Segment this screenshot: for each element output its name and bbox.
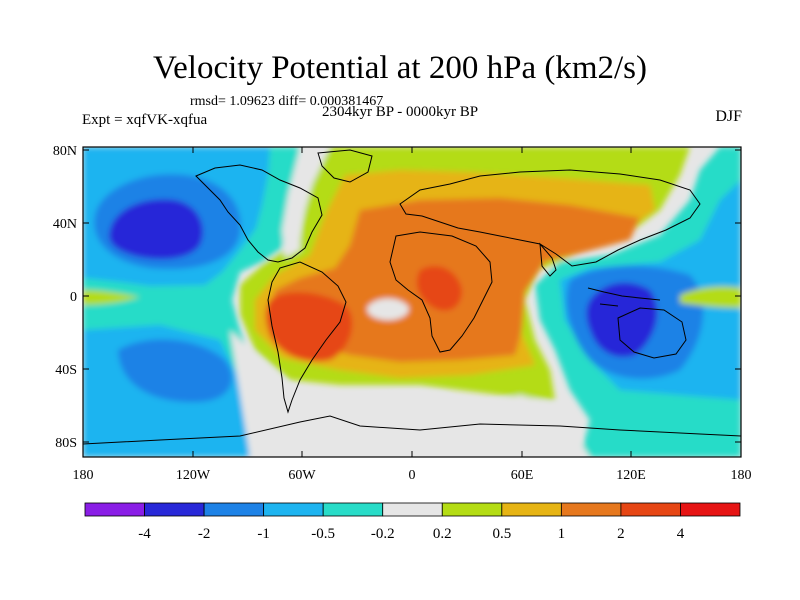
season-label: DJF [715,108,742,125]
colorbar-labels: -4 -2 -1 -0.5 -0.2 0.2 0.5 1 2 4 [138,526,684,542]
colorbar-label: 2 [617,526,625,542]
field-neutral-atlantic [367,298,409,320]
field-neutral-wedge [282,147,330,258]
colorbar: -4 -2 -1 -0.5 -0.2 0.2 0.5 1 2 4 [84,502,741,542]
lon-label-120e: 120E [616,468,646,483]
coast-indonesia [587,287,661,307]
lon-label-60e: 60E [511,468,534,483]
colorbar-label: -4 [138,526,151,542]
lon-label-0: 0 [409,468,416,483]
colorbar-label: 0.2 [433,526,452,542]
lon-label-180e: 180 [731,468,752,483]
colorbar-box [263,502,324,517]
colorbar-box [620,502,681,517]
lat-label-0: 0 [70,290,77,305]
coastlines [83,149,741,445]
lat-label-80n: 80N [53,144,77,159]
colorbar-box [680,502,741,517]
field-deepblue-east [586,282,658,358]
field-neutral-south [230,330,590,457]
coast-africa [389,231,493,353]
colorbar-box [322,502,384,517]
stats-line: rmsd= 1.09623 diff= 0.000381467 [190,94,384,109]
field-tongue-east [680,286,741,308]
colorbar-label: -2 [198,526,211,542]
colorbar-label: 4 [677,526,685,542]
lat-label-40n: 40N [53,217,77,232]
lon-label-120w: 120W [176,468,211,483]
plot-title: Velocity Potential at 200 hPa (km2/s) [152,50,648,86]
longitude-axis: 180 120W 60W 0 60E 120E 180 [73,147,752,483]
colorbar-label: -0.2 [371,526,395,542]
coast-australia [617,307,687,359]
field-redorange-america [265,292,353,362]
experiment-label: Expt = xqfVK-xqfua [82,112,208,128]
colorbar-boxes [84,502,741,517]
lon-label-60w: 60W [288,468,316,483]
colorbar-box [144,502,205,517]
field-redorange-africa [416,266,462,311]
coast-india [539,242,557,277]
field-tongue-west [83,290,140,305]
colorbar-box [501,502,562,517]
coast-south-america [267,261,347,414]
latitude-axis: 80N 40N 0 40S 80S [53,144,741,451]
field-blue-southpacific [118,339,232,403]
colorbar-box [560,502,622,517]
velocity-potential-field [83,147,741,457]
coast-antarctica [83,415,741,445]
colorbar-label: 1 [558,526,566,542]
lon-label-180w: 180 [73,468,94,483]
colorbar-box [203,502,265,517]
colorbar-label: -1 [257,526,270,542]
coast-eurasia [399,169,701,267]
period-label: 2304kyr BP - 0000kyr BP [322,104,479,120]
coast-north-america [195,164,323,263]
field-deepblue-northpacific [109,199,203,260]
colorbar-label: -0.5 [311,526,335,542]
coast-greenland [317,149,373,183]
colorbar-label: 0.5 [492,526,511,542]
colorbar-box [441,502,503,517]
lat-label-40s: 40S [55,363,77,378]
colorbar-box [84,502,145,517]
lat-label-80s: 80S [55,436,77,451]
colorbar-box [382,502,443,517]
